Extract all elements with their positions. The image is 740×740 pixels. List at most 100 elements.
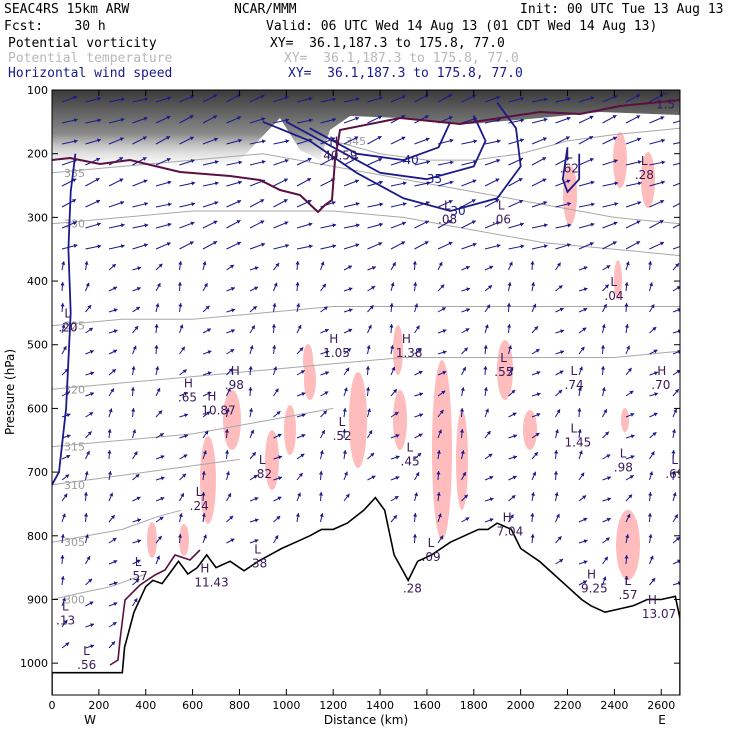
wind-arrow-head bbox=[225, 471, 230, 476]
wind-arrow-head bbox=[624, 555, 629, 559]
pv-cell bbox=[349, 372, 367, 468]
pv-extremum-marker: L bbox=[498, 198, 505, 212]
wind-arrow-head bbox=[389, 303, 394, 307]
wind-arrow-head bbox=[370, 452, 375, 457]
wind-arrow-head bbox=[133, 598, 138, 603]
wind-arrow-head bbox=[332, 97, 337, 102]
model-name: SEAC4RS 15km ARW bbox=[4, 2, 130, 17]
wind-arrow-head bbox=[371, 266, 376, 270]
wind-arrow-head bbox=[189, 115, 194, 119]
wind-arrow-head bbox=[495, 178, 500, 183]
y-tick-label: 600 bbox=[27, 402, 48, 415]
wind-arrow-head bbox=[442, 370, 447, 375]
wind-arrow-head bbox=[60, 576, 65, 580]
wind-arrow bbox=[672, 120, 680, 124]
wind-arrow-head bbox=[237, 116, 242, 120]
forecast-hour: Fcst: 30 h bbox=[4, 19, 106, 34]
wind-arrow-head bbox=[661, 180, 665, 185]
wind-arrow-head bbox=[207, 371, 212, 376]
wind-arrow-head bbox=[378, 242, 383, 246]
wind-arrow-head bbox=[179, 324, 184, 329]
wind-arrow-head bbox=[379, 180, 383, 185]
wind-arrow-head bbox=[507, 282, 512, 286]
wind-arrow-head bbox=[531, 282, 536, 286]
wind-arrow-head bbox=[300, 453, 305, 458]
wind-arrow-head bbox=[213, 115, 218, 119]
wind-arrow-head bbox=[206, 411, 211, 416]
x-axis: 0 200 400 600 800 1000 1200 1400 1600 1800 2000 220… bbox=[49, 90, 675, 712]
east-label: E bbox=[658, 713, 666, 727]
wind-arrow-head bbox=[308, 244, 313, 249]
wind-arrow-head bbox=[488, 453, 493, 458]
wind-arrow-head bbox=[565, 136, 570, 141]
wind-arrow-head bbox=[417, 452, 422, 457]
wind-arrow-head bbox=[583, 517, 588, 522]
wind-arrow-head bbox=[137, 518, 142, 523]
wind-arrow-head bbox=[440, 284, 445, 289]
wind-arrow-head bbox=[566, 179, 571, 184]
wind-arrow-head bbox=[207, 350, 212, 355]
wind-arrow-head bbox=[630, 434, 635, 439]
pv-cell bbox=[179, 524, 189, 556]
wind-arrow-head bbox=[426, 160, 431, 165]
wind-arrow-head bbox=[626, 345, 630, 350]
wind-arrow-head bbox=[298, 472, 303, 477]
wind-arrow-head bbox=[402, 221, 406, 226]
pv-extremum-marker: L bbox=[624, 574, 631, 588]
wind-arrow-head bbox=[96, 222, 101, 227]
wind-arrow-head bbox=[488, 285, 492, 290]
pv-extremum-marker: L bbox=[407, 440, 414, 454]
wind-arrow-head bbox=[604, 556, 608, 561]
wind-arrow-head bbox=[542, 137, 547, 142]
wind-arrow-head bbox=[86, 556, 91, 561]
pv-extremum-marker: H bbox=[200, 561, 209, 575]
wind-arrow-head bbox=[318, 471, 324, 475]
pv-extremum-value: .52 bbox=[333, 429, 352, 443]
wind-arrow-head bbox=[110, 515, 115, 520]
wind-arrow-head bbox=[355, 116, 360, 121]
wind-arrow-head bbox=[636, 241, 641, 245]
wind-arrow-head bbox=[424, 241, 429, 245]
wind-arrow-head bbox=[425, 137, 430, 142]
wind-arrow-head bbox=[203, 534, 207, 539]
wind-arrow-head bbox=[307, 157, 312, 162]
wind-arrow-head bbox=[636, 94, 641, 98]
wind-arrow-head bbox=[137, 266, 142, 271]
wind-arrow-head bbox=[650, 451, 655, 456]
tropopause-line bbox=[52, 99, 680, 214]
wind-arrow-head bbox=[113, 308, 118, 313]
wind-arrow-head bbox=[466, 308, 470, 313]
wind-arrow-head bbox=[95, 178, 100, 182]
wind-arrow-head bbox=[612, 115, 617, 119]
wind-arrow-head bbox=[486, 304, 491, 309]
wind-arrow-head bbox=[273, 282, 278, 287]
wind-arrow-head bbox=[189, 136, 194, 141]
wind-arrow-head bbox=[201, 471, 206, 475]
pv-extremum-value: .70 bbox=[651, 378, 670, 392]
wind-arrow-head bbox=[590, 222, 595, 227]
pv-extremum-value: .69 bbox=[665, 467, 684, 481]
wind-arrow-head bbox=[230, 538, 235, 543]
wind-arrow-head bbox=[519, 222, 524, 227]
wind-arrow-head bbox=[583, 266, 588, 271]
wind-arrow-head bbox=[424, 115, 429, 120]
wind-arrow-head bbox=[607, 476, 611, 481]
pv-extremum-value: .82 bbox=[253, 467, 272, 481]
wind-arrow-head bbox=[107, 450, 112, 454]
theta-contour-label: 345 bbox=[345, 135, 366, 148]
wind-arrow-head bbox=[355, 97, 360, 102]
wind-arrow-head bbox=[189, 241, 194, 245]
wind-arrow-head bbox=[156, 283, 161, 288]
wind-arrow-head bbox=[301, 433, 306, 438]
wind-arrow-head bbox=[182, 369, 187, 374]
wind-arrow-head bbox=[159, 433, 164, 437]
wind-contour-label: 35 bbox=[427, 172, 442, 186]
theta-contour bbox=[52, 153, 680, 225]
wind-arrow-head bbox=[143, 179, 148, 184]
pv-extremum-marker: L bbox=[196, 485, 203, 499]
wind-arrow-head bbox=[120, 117, 125, 122]
wind-arrow-head bbox=[274, 388, 279, 393]
wind-arrow-head bbox=[184, 434, 188, 439]
wind-arrow-head bbox=[560, 329, 565, 334]
theta-contour-label: 320 bbox=[64, 383, 85, 396]
